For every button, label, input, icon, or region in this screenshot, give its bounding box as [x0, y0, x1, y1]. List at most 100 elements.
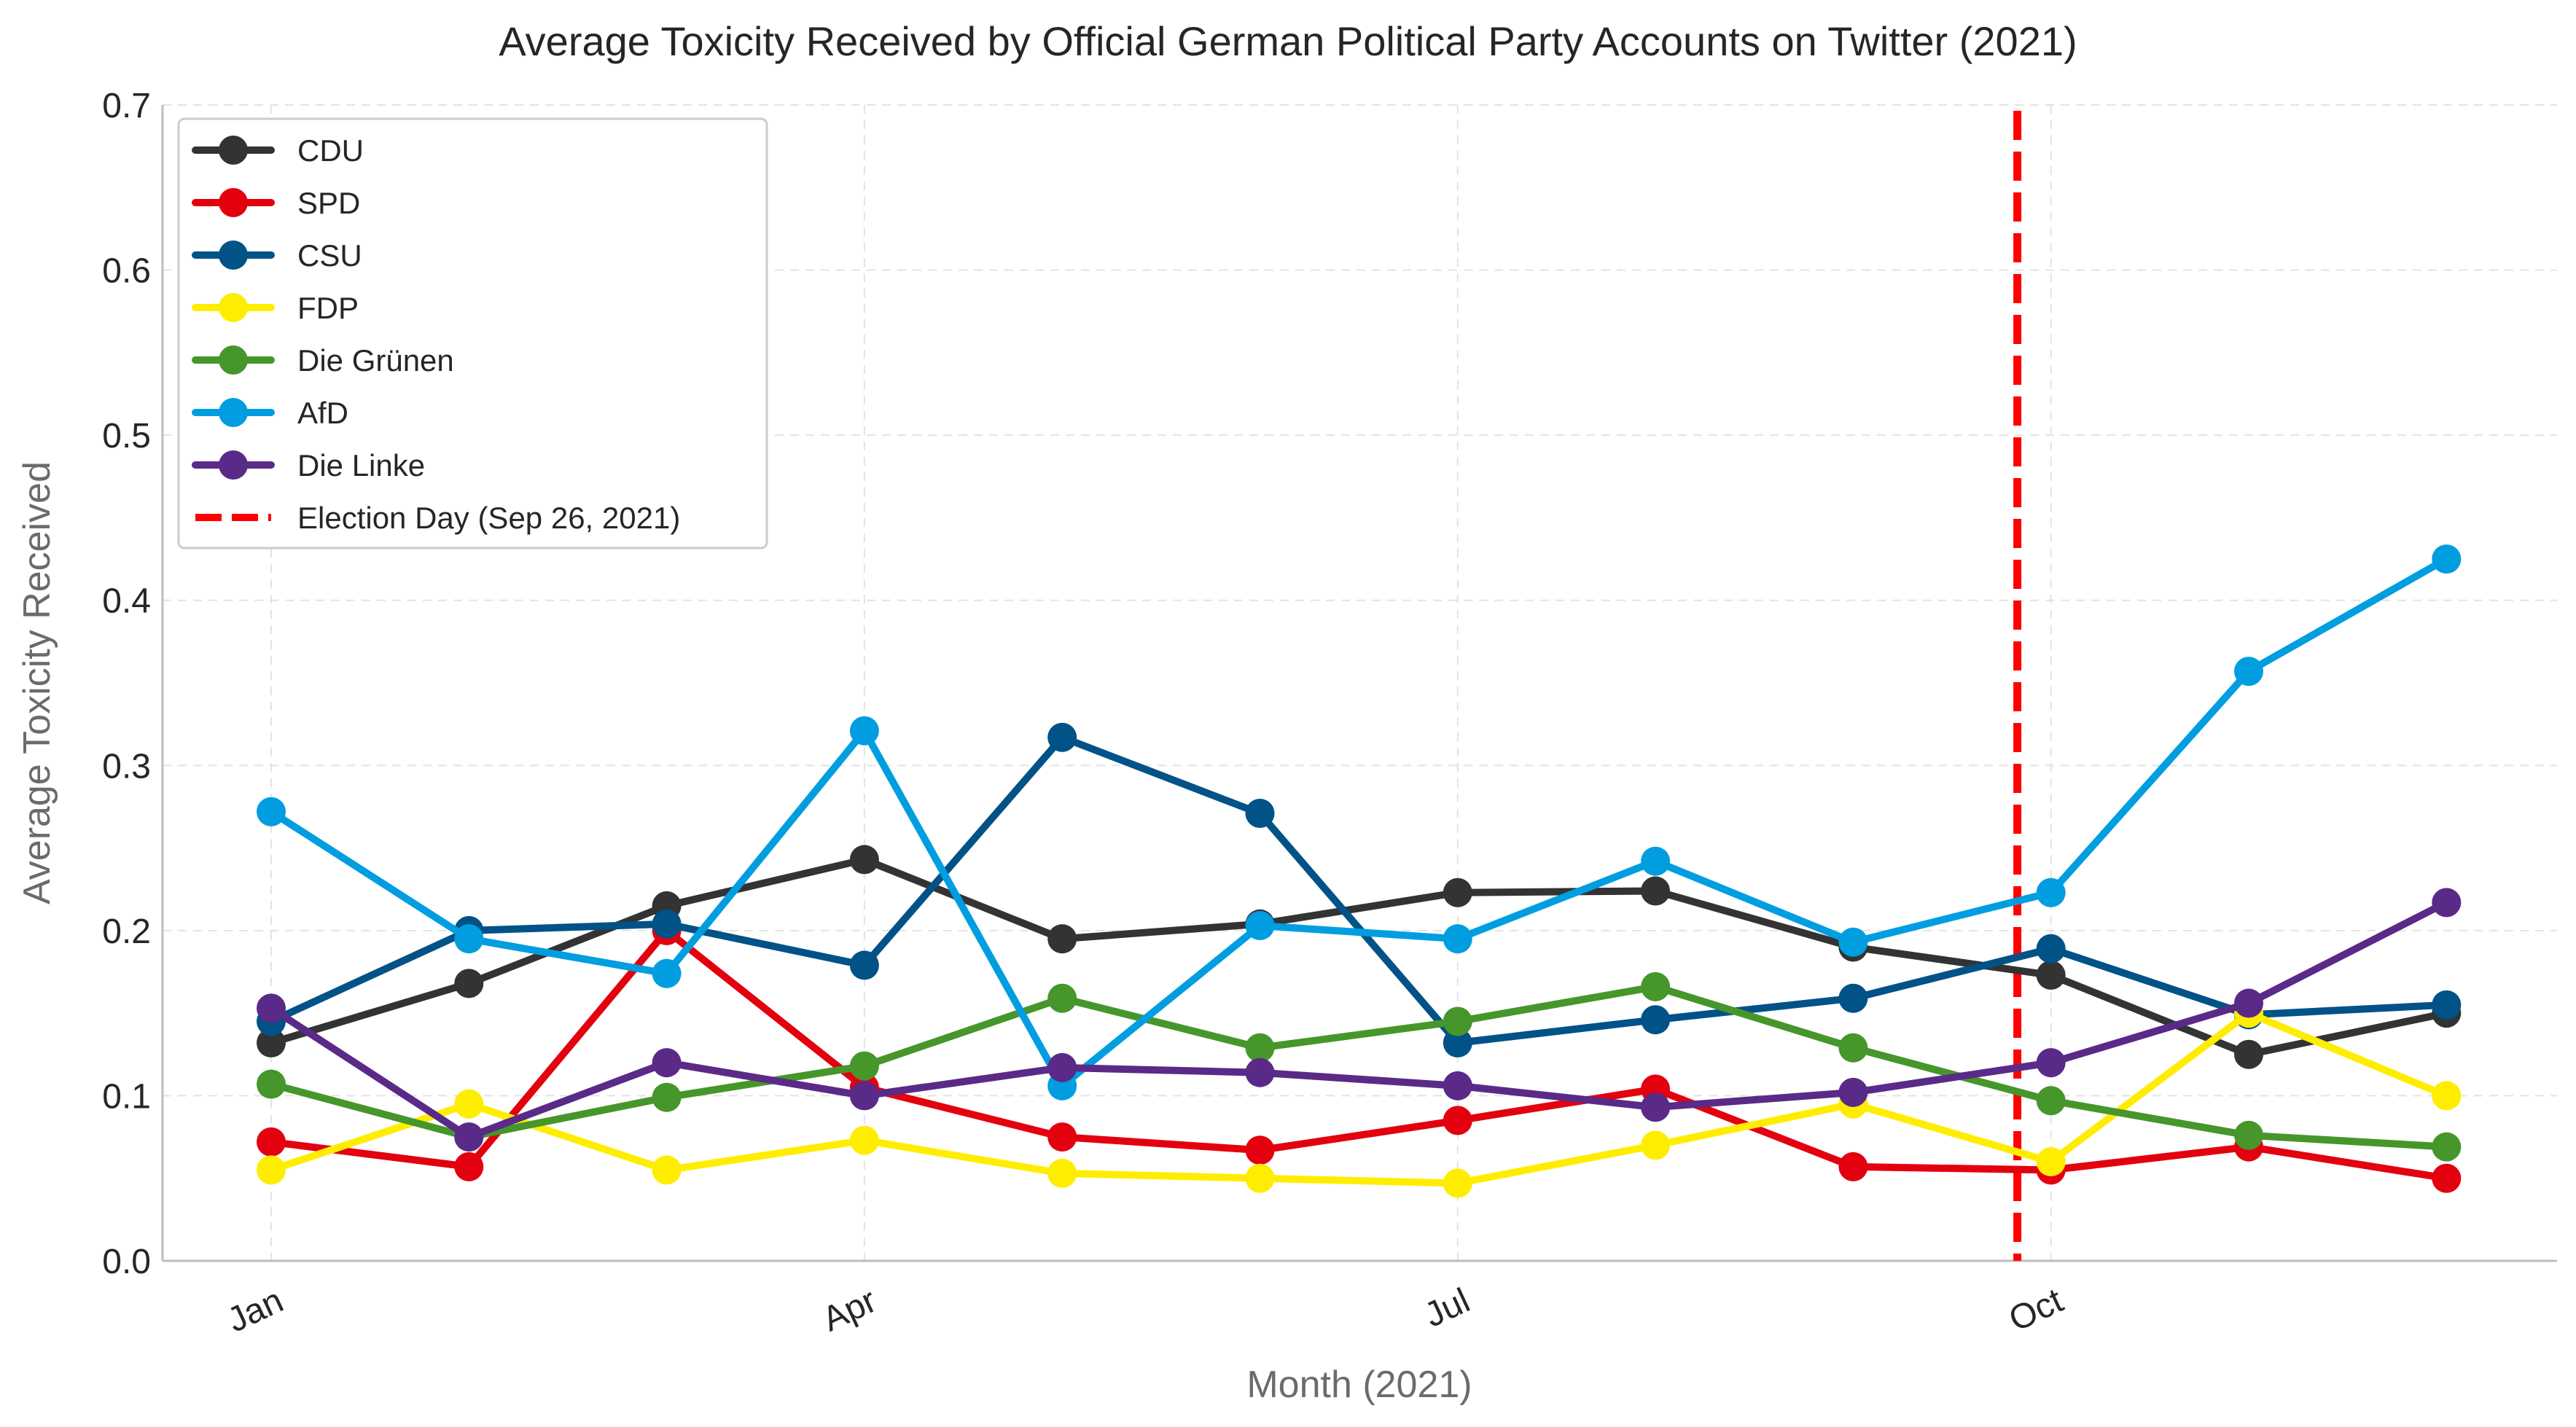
series-line-die-gr-nen	[268, 982, 2451, 1151]
y-tick-label: 0.5	[102, 417, 151, 456]
axes	[161, 105, 2557, 1262]
data-point-spd	[454, 1152, 484, 1181]
data-point-die-linke	[1641, 1092, 1671, 1122]
data-point-die-gr-nen	[2036, 1086, 2066, 1116]
legend-label: CSU	[297, 238, 362, 273]
data-point-die-gr-nen	[2234, 1120, 2263, 1150]
legend-label: CDU	[297, 133, 364, 168]
data-point-fdp	[1641, 1130, 1671, 1160]
data-point-die-gr-nen	[2432, 1132, 2462, 1162]
data-point-cdu	[454, 969, 484, 998]
y-tick-label: 0.2	[102, 912, 151, 951]
series-die-gr-nen	[257, 971, 2462, 1162]
data-point-die-linke	[2432, 888, 2462, 918]
series-line-csu	[268, 733, 2451, 1047]
legend-marker-afd	[219, 398, 248, 427]
data-point-spd	[1443, 1106, 1472, 1135]
data-point-die-linke	[2234, 988, 2263, 1018]
data-point-csu	[652, 909, 682, 939]
data-point-csu	[1838, 983, 1868, 1013]
data-point-spd	[257, 1127, 286, 1157]
data-point-afd	[1245, 911, 1275, 941]
data-point-spd	[1245, 1135, 1275, 1165]
data-point-die-linke	[1047, 1052, 1077, 1082]
data-point-fdp	[849, 1125, 879, 1155]
data-point-spd	[1838, 1152, 1868, 1181]
data-point-csu	[1443, 1028, 1472, 1057]
legend: CDU SPD CSU FDP Die Grünen AfD Die Linke Electi…	[177, 117, 768, 550]
series-line-spd	[268, 926, 2451, 1182]
series-line-cdu	[268, 856, 2451, 1058]
data-point-fdp	[1047, 1158, 1077, 1188]
legend-marker-die-linke	[219, 450, 248, 480]
data-point-fdp	[652, 1155, 682, 1185]
legend-marker-cdu	[219, 136, 248, 165]
series-afd	[257, 544, 2462, 1100]
data-point-die-gr-nen	[1443, 1006, 1472, 1036]
legend-label: Election Day (Sep 26, 2021)	[297, 501, 680, 535]
data-point-csu	[2432, 990, 2462, 1020]
y-tick-label: 0.3	[102, 747, 151, 786]
data-point-die-linke	[849, 1081, 879, 1111]
data-point-die-linke	[2036, 1048, 2066, 1078]
legend-frame	[177, 117, 768, 550]
data-point-cdu	[2234, 1039, 2263, 1069]
legend-label: Die Grünen	[297, 343, 454, 378]
data-point-fdp	[454, 1089, 484, 1119]
data-point-cdu	[1641, 876, 1671, 906]
data-point-afd	[2432, 544, 2462, 574]
data-point-die-linke	[1443, 1071, 1472, 1100]
series-line-afd	[268, 555, 2451, 1090]
data-point-csu	[1047, 722, 1077, 752]
data-point-fdp	[1443, 1168, 1472, 1198]
x-tick-label: Apr	[816, 1281, 882, 1340]
legend-marker-csu	[219, 241, 248, 270]
data-point-spd	[1047, 1122, 1077, 1152]
data-point-afd	[652, 958, 682, 988]
data-point-die-gr-nen	[1047, 983, 1077, 1013]
data-point-cdu	[1443, 877, 1472, 907]
data-point-cdu	[257, 1028, 286, 1057]
data-point-cdu	[849, 845, 879, 875]
data-point-fdp	[2036, 1147, 2066, 1177]
data-point-fdp	[1245, 1163, 1275, 1193]
series-die-linke	[257, 888, 2462, 1152]
data-point-afd	[1443, 924, 1472, 954]
data-point-csu	[849, 950, 879, 980]
data-point-fdp	[2432, 1081, 2462, 1111]
data-point-die-linke	[1838, 1077, 1868, 1107]
y-axis-label: Average Toxicity Received	[16, 461, 58, 904]
data-point-afd	[2036, 877, 2066, 907]
data-point-die-gr-nen	[652, 1082, 682, 1112]
chart-title: Average Toxicity Received by Official Ge…	[499, 18, 2077, 64]
x-tick-label: Jan	[222, 1281, 289, 1340]
y-tick-label: 0.0	[102, 1243, 151, 1281]
data-point-afd	[1641, 846, 1671, 876]
data-point-die-linke	[1245, 1057, 1275, 1087]
y-tick-label: 0.4	[102, 582, 151, 621]
data-point-die-linke	[454, 1122, 484, 1152]
y-tick-label: 0.7	[102, 87, 151, 125]
data-point-die-gr-nen	[257, 1069, 286, 1099]
data-point-afd	[454, 924, 484, 954]
data-point-csu	[2036, 934, 2066, 963]
data-point-die-gr-nen	[1245, 1033, 1275, 1063]
data-point-die-linke	[652, 1048, 682, 1078]
legend-label: FDP	[297, 291, 359, 325]
x-tick-label: Oct	[2003, 1281, 2069, 1340]
series-line-die-linke	[268, 899, 2451, 1141]
legend-marker-fdp	[219, 293, 248, 322]
legend-label: Die Linke	[297, 448, 425, 482]
x-axis-label: Month (2021)	[1246, 1364, 1472, 1406]
legend-label: SPD	[297, 186, 360, 220]
legend-label: AfD	[297, 396, 348, 430]
series	[257, 544, 2462, 1198]
data-point-fdp	[257, 1155, 286, 1185]
legend-marker-die-gr-nen	[219, 345, 248, 375]
data-point-die-gr-nen	[1838, 1033, 1868, 1063]
y-tick-label: 0.6	[102, 252, 151, 291]
data-point-afd	[849, 716, 879, 746]
y-tick-label: 0.1	[102, 1077, 151, 1116]
series-line-fdp	[268, 1009, 2451, 1187]
